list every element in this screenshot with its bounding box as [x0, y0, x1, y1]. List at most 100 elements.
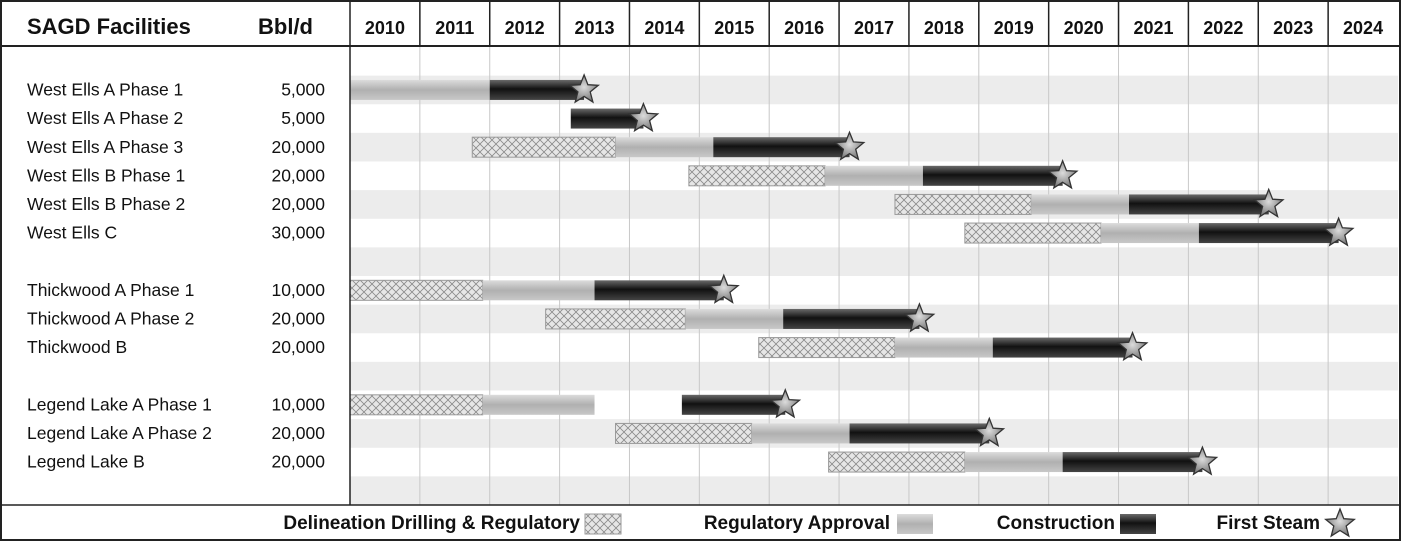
capacity-label: 20,000 [271, 452, 325, 472]
x-tick-label: 2016 [784, 18, 824, 38]
x-tick-label: 2015 [714, 18, 754, 38]
legend: Delineation Drilling & Regulatory Regulat… [283, 507, 1356, 538]
row-stripe [350, 476, 1398, 505]
x-tick-label: 2022 [1203, 18, 1243, 38]
legend-label: Delineation Drilling & Regulatory [283, 513, 580, 534]
legend-label: Construction [997, 513, 1115, 534]
first-steam-star [627, 101, 660, 133]
task-bar [713, 137, 850, 158]
bars [349, 73, 1355, 476]
x-tick-label: 2014 [644, 18, 684, 38]
labels: 2010 2011 2012 2013 2014 2015 2016 2017 2018 2019… [27, 18, 1383, 472]
task-bar [964, 452, 1063, 473]
task-bar [894, 193, 1032, 215]
legend-swatch [897, 514, 933, 534]
task-bar [615, 137, 714, 158]
first-steam-star [769, 388, 802, 419]
task-bar [482, 280, 595, 301]
task-bar [482, 394, 595, 415]
task-bar [1129, 194, 1269, 215]
task-bar [545, 308, 686, 330]
first-steam-star [1252, 187, 1285, 219]
task-bar [688, 165, 826, 187]
row-label: West Ells A Phase 2 [27, 108, 183, 128]
capacity-label: 20,000 [271, 309, 325, 329]
first-steam-star [833, 130, 866, 161]
task-bar [758, 337, 896, 359]
first-steam-star [1116, 330, 1149, 362]
legend-label: Regulatory Approval [704, 513, 890, 534]
task-bar [751, 423, 850, 444]
row-label: Legend Lake A Phase 2 [27, 423, 212, 443]
task-bar [825, 165, 923, 186]
capacity-label: 5,000 [281, 80, 325, 100]
first-steam-star [1046, 159, 1079, 190]
task-bar [1101, 223, 1199, 244]
x-tick-label: 2011 [435, 18, 474, 38]
legend-swatch [1120, 514, 1156, 534]
x-tick-label: 2017 [854, 18, 894, 38]
capacity-label: 20,000 [271, 337, 325, 357]
row-label: Thickwood B [27, 337, 127, 357]
x-tick-label: 2020 [1064, 18, 1104, 38]
row-label: Thickwood A Phase 1 [27, 280, 194, 300]
capacity-label: 20,000 [271, 165, 325, 185]
task-bar [783, 308, 920, 329]
task-bar [489, 79, 585, 100]
task-bar [828, 451, 966, 473]
task-bar [614, 422, 753, 444]
row-label: West Ells A Phase 3 [27, 137, 183, 157]
task-bar [570, 108, 644, 129]
x-tick-label: 2018 [924, 18, 964, 38]
task-bar [894, 337, 993, 358]
row-label: West Ells B Phase 1 [27, 165, 185, 185]
task-bar [349, 394, 484, 416]
task-bar [349, 279, 484, 301]
task-bar [1031, 194, 1130, 215]
task-bar [681, 394, 786, 415]
row-stripe [350, 361, 1398, 391]
capacity-label: 10,000 [271, 280, 325, 300]
capacity-label: 10,000 [271, 394, 325, 414]
task-bar [849, 423, 990, 444]
first-steam-star [568, 73, 601, 104]
first-steam-star [707, 273, 740, 304]
first-steam-star [973, 416, 1006, 448]
x-tick-label: 2021 [1133, 18, 1173, 38]
task-bar [922, 165, 1063, 186]
first-steam-star [1322, 216, 1355, 247]
row-label: Legend Lake A Phase 1 [27, 394, 212, 414]
capacity-label: 20,000 [271, 137, 325, 157]
x-tick-label: 2013 [575, 18, 615, 38]
task-bar [350, 79, 490, 100]
task-bar [471, 136, 616, 158]
row-label: West Ells C [27, 223, 117, 243]
x-tick-label: 2010 [365, 18, 405, 38]
capacity-label: 20,000 [271, 423, 325, 443]
row-label: West Ells A Phase 1 [27, 80, 183, 100]
capacity-header: Bbl/d [258, 14, 313, 39]
task-bar [992, 337, 1133, 358]
task-bar [1062, 452, 1203, 473]
row-label: Thickwood A Phase 2 [27, 309, 194, 329]
capacity-label: 5,000 [281, 108, 325, 128]
x-tick-label: 2019 [994, 18, 1034, 38]
first-steam-star [1186, 445, 1219, 476]
category-header: SAGD Facilities [27, 14, 191, 39]
legend-swatch [584, 513, 622, 535]
x-tick-label: 2024 [1343, 18, 1383, 38]
row-label: West Ells B Phase 2 [27, 194, 185, 214]
x-tick-label: 2012 [505, 18, 545, 38]
capacity-label: 30,000 [271, 223, 325, 243]
task-bar [1198, 223, 1339, 244]
legend-swatch [1324, 507, 1356, 538]
legend-label: First Steam [1217, 513, 1320, 534]
row-label: Legend Lake B [27, 452, 145, 472]
task-bar [594, 280, 724, 301]
capacity-label: 20,000 [271, 194, 325, 214]
task-bar [685, 308, 784, 329]
x-tick-label: 2023 [1273, 18, 1313, 38]
